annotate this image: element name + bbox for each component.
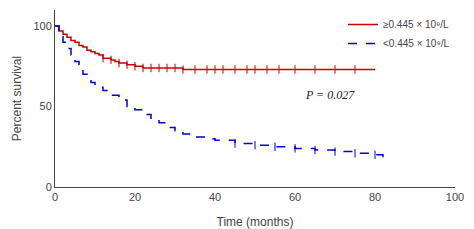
svg-text:≥0.445 × 10⁹/L: ≥0.445 × 10⁹/L [383,19,449,30]
svg-text:80: 80 [369,191,381,203]
svg-text:100: 100 [446,191,464,203]
svg-text:20: 20 [129,191,141,203]
svg-text:40: 40 [209,191,221,203]
svg-text:0: 0 [52,191,58,203]
svg-text:50: 50 [40,100,52,112]
svg-text:60: 60 [289,191,301,203]
svg-text:100: 100 [33,20,51,32]
svg-text:<0.445 × 10⁹/L: <0.445 × 10⁹/L [383,38,449,49]
svg-text:P = 0.027: P = 0.027 [305,88,355,102]
svg-text:0: 0 [46,181,52,193]
svg-text:Percent survival: Percent survival [10,56,24,141]
svg-text:Time (months): Time (months) [217,215,294,229]
